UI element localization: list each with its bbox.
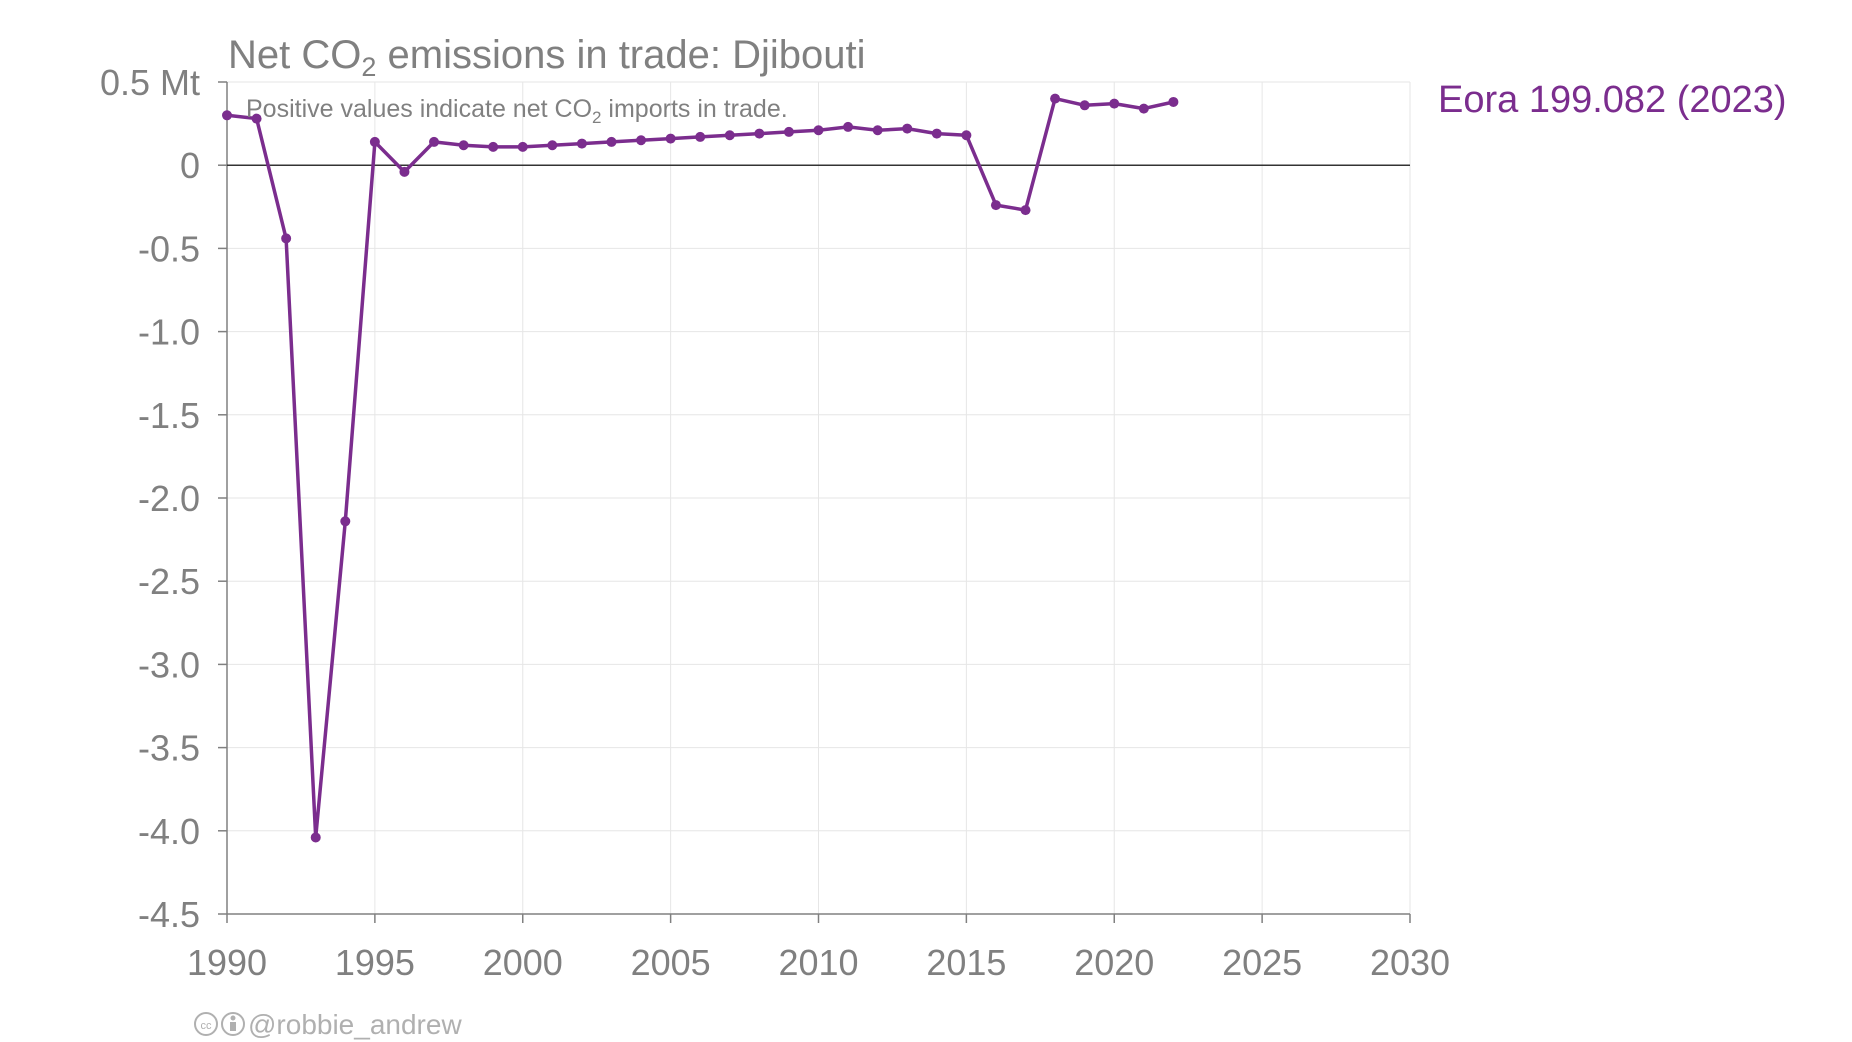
by-icon (221, 1012, 245, 1036)
data-point (547, 140, 558, 151)
data-point (517, 141, 528, 152)
y-tick-label: -3.5 (138, 728, 200, 769)
series (222, 93, 1179, 843)
chart-title: Net CO2 emissions in trade: Djibouti (228, 33, 866, 82)
y-tick-label: -4.0 (138, 811, 200, 852)
y-tick-label: -2.0 (138, 478, 200, 519)
data-point (429, 136, 440, 147)
series-line (226, 96, 1174, 840)
data-point (1168, 96, 1179, 107)
y-tick-label: -1.0 (138, 312, 200, 353)
credit: cc @robbie_andrew (194, 1009, 462, 1040)
credit-handle: @robbie_andrew (248, 1009, 462, 1040)
data-point (1138, 103, 1149, 114)
axes (218, 81, 1411, 923)
cc-icon: cc (194, 1012, 218, 1036)
data-point (1109, 98, 1120, 109)
data-point (369, 136, 380, 147)
y-tick-label: -4.5 (138, 894, 200, 935)
data-point (340, 516, 351, 527)
y-tick-label: -1.5 (138, 395, 200, 436)
grid (227, 81, 1411, 914)
data-point (783, 126, 794, 137)
data-point (399, 166, 410, 177)
y-tick-label: -3.0 (138, 644, 200, 685)
data-point (872, 125, 883, 136)
x-tick-label: 1995 (335, 942, 415, 983)
data-point (576, 138, 587, 149)
x-tick-label: 2020 (1074, 942, 1154, 983)
data-point (931, 128, 942, 139)
x-tick-label: 2010 (778, 942, 858, 983)
data-point (606, 136, 617, 147)
data-point (251, 113, 262, 124)
x-tick-label: 1990 (187, 942, 267, 983)
data-point (281, 233, 292, 244)
data-point (458, 140, 469, 151)
y-tick-label: 0.5 Mt (100, 62, 200, 103)
data-point (813, 125, 824, 136)
y-tick-label: -0.5 (138, 228, 200, 269)
data-point (1050, 93, 1061, 104)
x-tick-label: 2005 (631, 942, 711, 983)
data-point (990, 200, 1001, 211)
x-tick-label: 2025 (1222, 942, 1302, 983)
y-tick-label: -2.5 (138, 561, 200, 602)
data-point (665, 133, 676, 144)
x-tick-label: 2000 (483, 942, 563, 983)
y-tick-label: 0 (180, 145, 200, 186)
series-label: Eora 199.082 (2023) (1438, 79, 1787, 121)
data-point (724, 130, 735, 141)
data-point (695, 131, 706, 142)
data-point (1020, 205, 1031, 216)
data-point (222, 110, 232, 121)
data-point (902, 123, 913, 134)
data-point (636, 135, 647, 146)
data-point (961, 130, 972, 141)
x-tick-label: 2030 (1370, 942, 1450, 983)
data-point (754, 128, 765, 139)
tick-labels: 1990 1995 2000 2005 2010 2015 2020 2025 2030 0.5 … (100, 62, 1450, 983)
svg-text:cc: cc (201, 1020, 213, 1032)
data-point (488, 141, 499, 152)
data-point (843, 121, 854, 132)
data-point (1079, 100, 1090, 111)
chart-subtitle: Positive values indicate net CO2 imports… (246, 95, 788, 127)
x-tick-label: 2015 (926, 942, 1006, 983)
data-point (310, 832, 321, 843)
